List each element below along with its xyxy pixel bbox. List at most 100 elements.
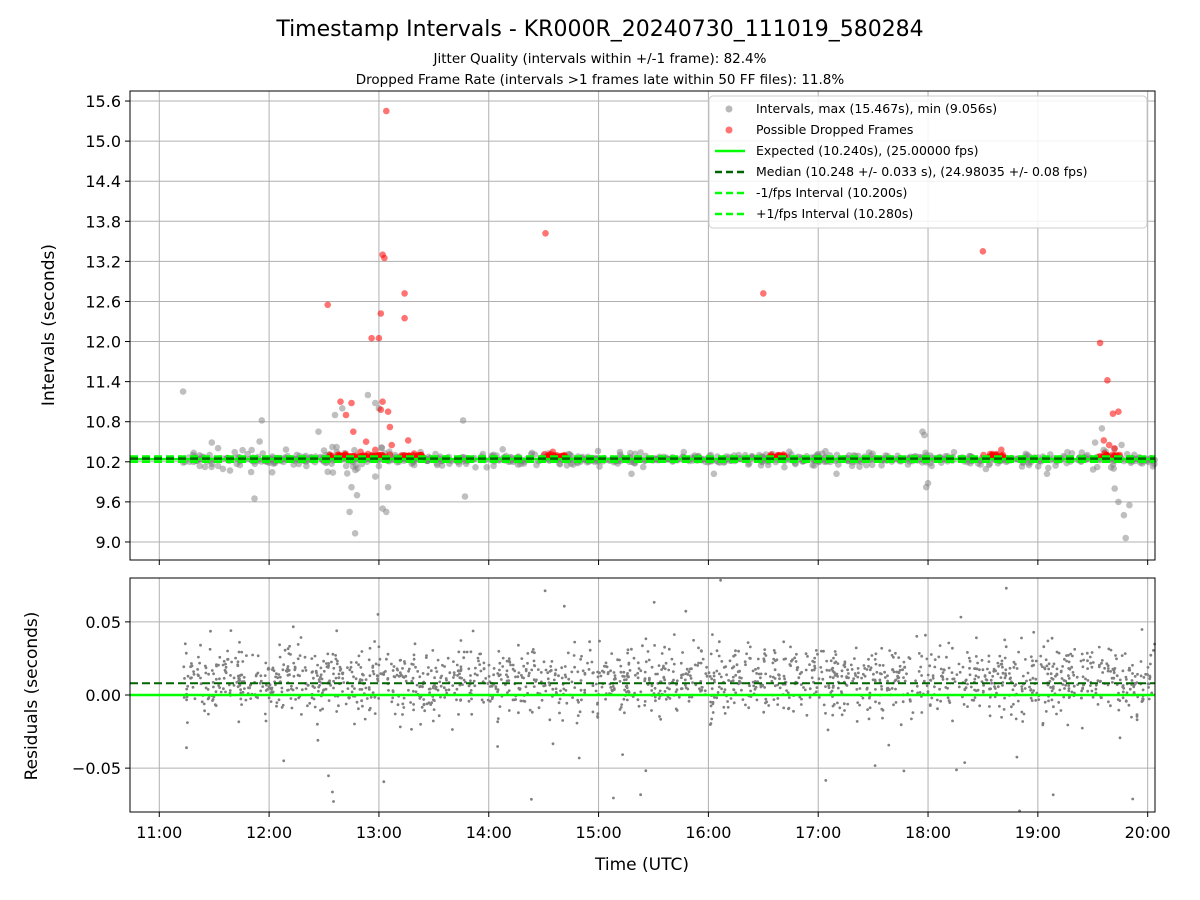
residual-point — [580, 698, 583, 702]
interval-point — [472, 464, 479, 471]
residual-point — [583, 671, 587, 675]
residual-point — [734, 691, 738, 695]
legend-box — [708, 95, 1148, 229]
residual-point — [341, 677, 345, 680]
residual-point — [939, 667, 943, 671]
residual-point — [579, 679, 583, 682]
residual-point — [1127, 668, 1131, 672]
interval-point — [256, 438, 263, 445]
residual-point — [754, 667, 757, 671]
residual-point — [946, 696, 950, 700]
residual-point — [1112, 671, 1116, 675]
residual-point — [578, 710, 582, 714]
residual-point — [708, 675, 712, 678]
residual-point — [697, 661, 700, 665]
residual-point — [975, 636, 978, 640]
residual-point — [376, 613, 380, 616]
residual-point — [433, 684, 436, 687]
residual-point — [404, 679, 408, 683]
residual-point — [270, 686, 274, 690]
residual-point — [868, 668, 872, 672]
dropped-frame-point — [362, 438, 370, 446]
residual-point — [256, 696, 259, 700]
residual-point — [1039, 654, 1043, 658]
residual-point — [1107, 700, 1110, 704]
interval-point — [328, 460, 336, 468]
residual-point — [346, 687, 350, 690]
residual-point — [444, 688, 448, 692]
residual-point — [501, 656, 505, 660]
residual-point — [1094, 683, 1098, 687]
residual-point — [256, 671, 260, 675]
residual-point — [360, 688, 364, 691]
residual-point — [203, 709, 207, 713]
residual-point — [1050, 676, 1053, 680]
residual-point — [687, 699, 691, 703]
interval-point — [848, 462, 856, 470]
residual-point — [280, 686, 284, 690]
residual-point — [873, 679, 877, 683]
residual-point — [264, 661, 268, 665]
residual-point — [1067, 687, 1071, 690]
residual-point — [427, 687, 431, 691]
residual-point — [332, 672, 335, 676]
residual-point — [423, 709, 427, 713]
residual-point — [674, 690, 678, 694]
residual-point — [1121, 669, 1125, 673]
residual-point — [275, 701, 279, 704]
dropped-frame-point — [1115, 408, 1122, 416]
residual-point — [1043, 666, 1046, 670]
residual-point — [1144, 672, 1147, 676]
residual-point — [462, 650, 466, 654]
residual-point — [398, 725, 402, 729]
residual-point — [514, 675, 517, 679]
residual-point — [197, 655, 200, 659]
residual-point — [861, 696, 865, 700]
residual-point — [459, 698, 463, 702]
interval-point — [268, 469, 276, 476]
residual-point — [534, 680, 538, 683]
residual-point — [267, 696, 271, 700]
residual-point — [425, 654, 428, 657]
residual-point — [777, 673, 781, 677]
residual-point — [718, 672, 721, 676]
residual-point — [469, 650, 473, 654]
residual-point — [559, 689, 562, 693]
residual-point — [1149, 662, 1152, 666]
residual-point — [511, 663, 515, 667]
residual-point — [310, 657, 314, 660]
residual-point — [606, 672, 610, 676]
residual-point — [622, 697, 626, 701]
residual-point — [743, 660, 747, 664]
residual-point — [441, 663, 444, 667]
residual-point — [1073, 691, 1076, 695]
residual-point — [948, 701, 952, 704]
residual-point — [368, 646, 372, 650]
residual-point — [653, 644, 656, 647]
residual-point — [1050, 698, 1054, 702]
residual-point — [264, 719, 268, 723]
residual-point — [759, 685, 763, 689]
residual-point — [530, 650, 534, 654]
residual-point — [551, 742, 555, 746]
residual-point — [759, 676, 762, 680]
residual-point — [520, 676, 524, 679]
residual-point — [367, 658, 371, 662]
residual-point — [563, 673, 567, 677]
residual-point — [868, 706, 872, 710]
intervals-reference-lines — [130, 455, 1155, 464]
intervals-y-axis-label: Intervals (seconds) — [39, 244, 59, 406]
intervals-y-tick-label: 11.4 — [85, 373, 121, 392]
residual-point — [951, 646, 954, 650]
residual-point — [966, 651, 969, 654]
dropped-frame-point — [372, 446, 379, 454]
residual-point — [745, 652, 748, 656]
interval-point — [764, 461, 772, 469]
residual-point — [613, 676, 617, 680]
residual-point — [788, 663, 792, 666]
residual-point — [270, 690, 273, 694]
residual-point — [482, 700, 485, 704]
residual-point — [897, 656, 901, 659]
residual-point — [530, 797, 533, 801]
residual-point — [915, 634, 919, 638]
